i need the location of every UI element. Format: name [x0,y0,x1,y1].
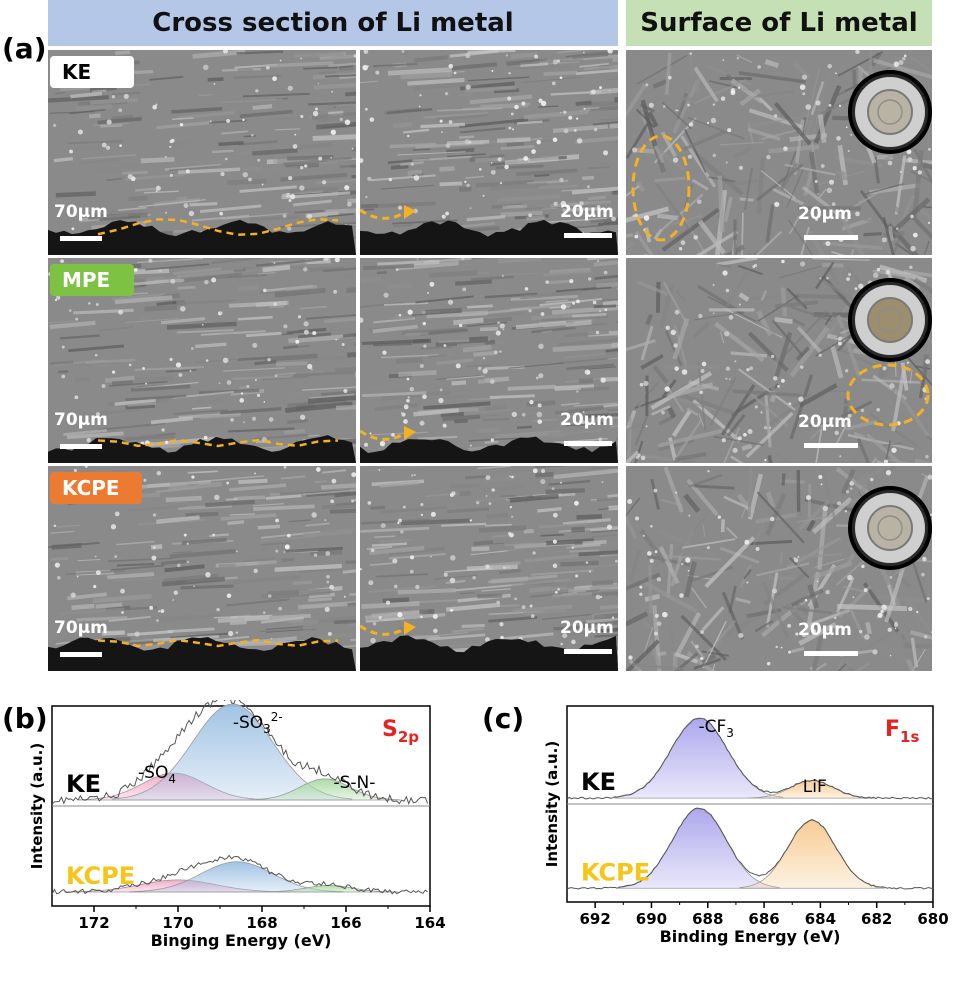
element-label: S2p [382,717,419,746]
sample-name-kcpe: KCPE [66,862,135,890]
sem-image-mpe-surface: 20µm [626,258,932,463]
x-tick-label: 690 [636,910,667,928]
xps-f1s-chart: 692 690 688 686 684 682 680 Binding Energy (eV)… [525,700,953,979]
scale-bar [564,233,612,238]
x-tick-label: 164 [414,914,445,932]
xps-s2p-plot: 172 170 168 166 164 Binging Energy (eV) Intens… [20,700,450,979]
scale-bar [60,236,102,241]
scale-bar [564,649,612,654]
xps-s2p-chart: 172 170 168 166 164 Binging Energy (eV) Intens… [20,700,450,979]
sem-image-ke-low: KE 70µm [48,50,356,255]
scale-bar [60,652,102,657]
li-metal-photo [850,280,930,360]
peak-label: -CF3 [698,717,733,740]
sem-image-ke-high: 20µm [360,50,618,255]
sample-name-ke: KE [66,770,101,798]
peak-label: -SO4 [138,763,176,786]
scale-label: 20µm [560,202,614,222]
x-tick-label: 166 [330,914,361,932]
x-tick-label: 692 [579,910,610,928]
scale-label: 70µm [54,202,108,222]
li-metal-photo [850,72,930,152]
sem-image-mpe-low: MPE 70µm [48,258,356,463]
x-tick-label: 170 [162,914,193,932]
sem-image-kcpe-high: 20µm [360,466,618,671]
y-axis-label: Intensity (a.u.) [543,741,561,867]
x-tick-label: 682 [861,910,892,928]
x-tick-label: 172 [78,914,109,932]
peak-label: LiF [803,777,827,797]
scale-label: 20µm [560,618,614,638]
sample-tag-mpe: MPE [50,264,134,296]
peak-component [740,820,884,888]
sem-image-kcpe-surface: 20µm [626,466,932,671]
x-tick-label: 680 [917,910,948,928]
x-axis-label: Binging Energy (eV) [151,931,332,950]
surface-header: Surface of Li metal [626,0,932,46]
peak-label: -S-N- [333,773,375,793]
sample-tag-kcpe: KCPE [50,472,142,504]
li-metal-photo [850,488,930,568]
x-tick-label: 684 [805,910,836,928]
xps-f1s-plot: 692 690 688 686 684 682 680 Binding Energy (eV)… [525,700,953,979]
sample-name-kcpe: KCPE [581,858,650,886]
sample-tag-ke: KE [50,56,134,88]
sem-image-kcpe-low: KCPE 70µm [48,466,356,671]
scale-label: 20µm [560,410,614,430]
x-tick-label: 688 [692,910,723,928]
cross-section-header: Cross section of Li metal [48,0,618,46]
x-axis-label: Binding Energy (eV) [660,927,841,946]
scale-label: 20µm [798,204,852,224]
scale-label: 70µm [54,410,108,430]
sample-name-ke: KE [581,768,616,796]
scale-label: 20µm [798,412,852,432]
scale-bar [804,235,858,240]
sem-image-mpe-high: 20µm [360,258,618,463]
peak-label: -SO32- [233,710,283,736]
panel-label-c: (c) [482,702,524,735]
scale-label: 70µm [54,618,108,638]
scale-bar [804,443,858,448]
scale-bar [60,444,102,449]
panel-label-a: (a) [2,32,47,65]
scale-label: 20µm [798,620,852,640]
element-label: F1s [885,717,919,746]
x-tick-label: 686 [748,910,779,928]
y-axis-label: Intensity (a.u.) [28,743,46,869]
scale-bar [564,441,612,446]
sem-image-ke-surface: 20µm [626,50,932,255]
scale-bar [804,651,858,656]
x-tick-label: 168 [246,914,277,932]
